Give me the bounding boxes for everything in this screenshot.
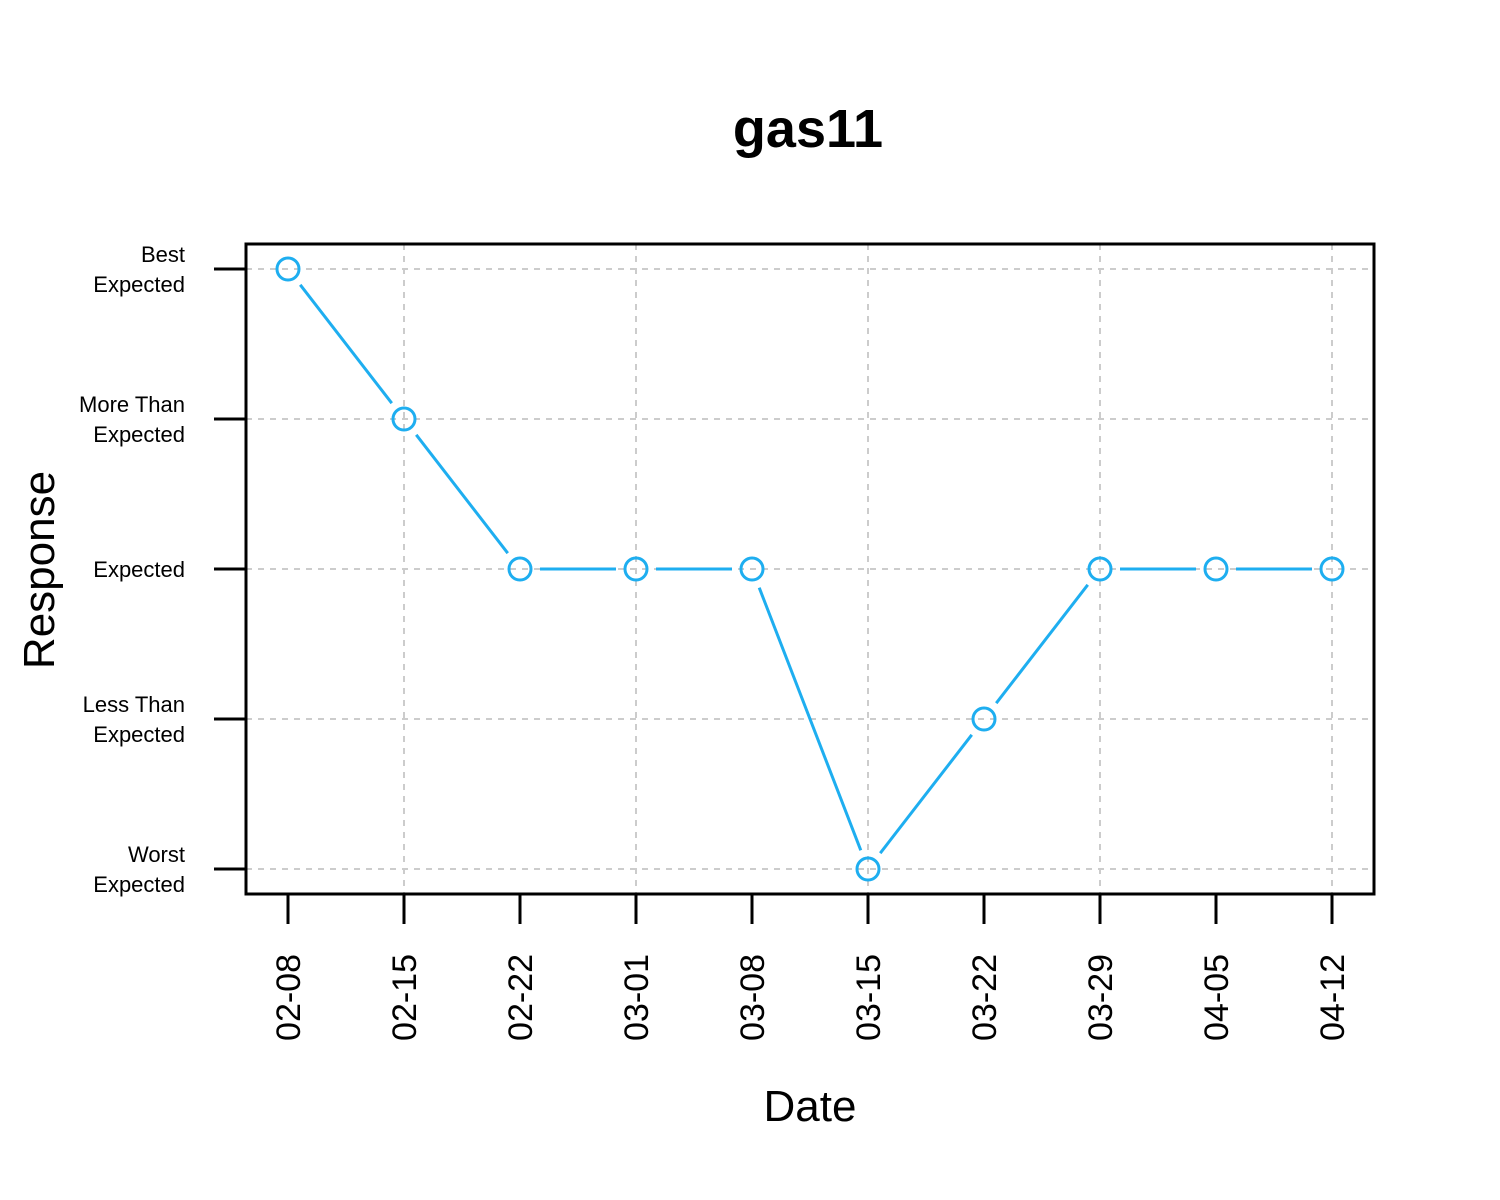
y-axis: Worst Expected Less Than Expected Expected Mo… xyxy=(79,242,246,897)
x-tick-label: 02-22 xyxy=(502,954,540,1041)
data-point xyxy=(971,706,997,732)
data-point xyxy=(1087,556,1113,582)
data-point xyxy=(1203,556,1229,582)
y-tick-label: More Than xyxy=(79,392,185,417)
x-tick-label: 03-08 xyxy=(734,954,772,1041)
x-axis-title: Date xyxy=(764,1082,857,1131)
data-point xyxy=(739,556,765,582)
series-segment xyxy=(995,583,1089,705)
data-point xyxy=(855,856,881,882)
y-tick-label: Expected xyxy=(93,872,185,897)
y-tick-label: Less Than xyxy=(83,692,185,717)
data-point xyxy=(1319,556,1345,582)
x-tick-label: 04-05 xyxy=(1198,954,1236,1041)
y-tick-label: Best xyxy=(141,242,185,267)
series-segment xyxy=(879,733,973,855)
x-tick-label: 04-12 xyxy=(1314,954,1352,1041)
x-tick-label: 03-29 xyxy=(1082,954,1120,1041)
series-segment xyxy=(757,587,863,851)
series-segment xyxy=(299,283,393,405)
y-tick-label: Expected xyxy=(93,557,185,582)
x-tick-label: 03-15 xyxy=(850,954,888,1041)
x-tick-label: 03-01 xyxy=(618,954,656,1041)
data-series-line xyxy=(299,283,1312,855)
data-point xyxy=(275,256,301,282)
chart-title: gas11 xyxy=(733,99,883,159)
y-tick-label: Expected xyxy=(93,422,185,447)
data-points xyxy=(275,256,1345,882)
y-axis-title: Response xyxy=(15,471,64,669)
series-segment xyxy=(415,433,509,555)
y-tick-label: Worst xyxy=(128,842,185,867)
data-point xyxy=(507,556,533,582)
x-tick-label: 03-22 xyxy=(966,954,1004,1041)
x-tick-label: 02-15 xyxy=(386,954,424,1041)
data-point xyxy=(391,406,417,432)
x-tick-label: 02-08 xyxy=(270,954,308,1041)
data-point xyxy=(623,556,649,582)
x-axis: 02-08 02-15 02-22 03-01 03-08 03-15 03-22 03-29… xyxy=(270,894,1352,1041)
y-tick-label: Expected xyxy=(93,722,185,747)
y-tick-label: Expected xyxy=(93,272,185,297)
